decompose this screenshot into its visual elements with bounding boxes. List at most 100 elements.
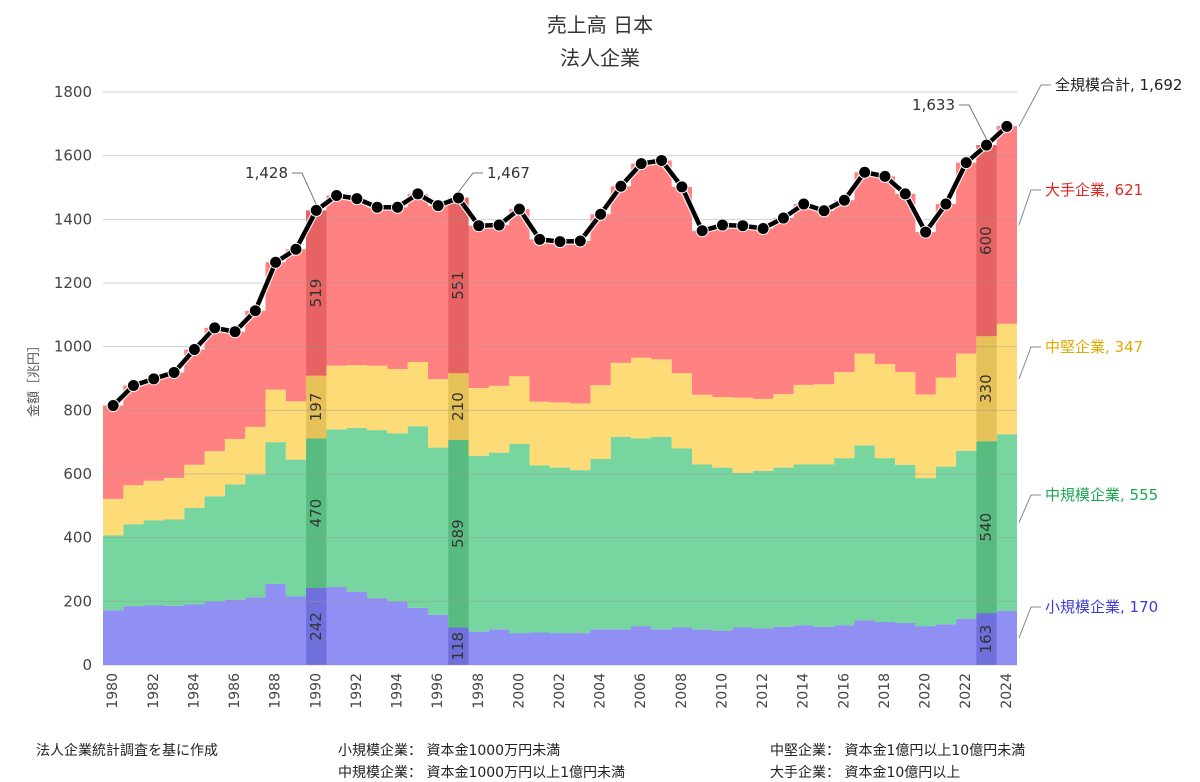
total-point-1986 bbox=[228, 325, 242, 339]
y-tick-1200: 1200 bbox=[54, 274, 92, 292]
total-point-2016 bbox=[837, 193, 851, 207]
data-label-1990-小規模企業: 242 bbox=[307, 612, 325, 641]
data-label-1997-中堅企業: 210 bbox=[449, 392, 467, 421]
grid-lines bbox=[103, 91, 1017, 666]
total-line-group bbox=[106, 119, 1014, 413]
end-leader-中規模企業 bbox=[1018, 494, 1041, 523]
source-note: 法人企業統計調査を基に作成 bbox=[36, 743, 218, 759]
highlight-bar-1990-中規模企業 bbox=[306, 438, 327, 588]
y-tick-1000: 1000 bbox=[54, 338, 92, 356]
total-point-2010 bbox=[715, 218, 729, 232]
highlight-bar-1997-中規模企業 bbox=[448, 439, 469, 628]
total-point-1997 bbox=[451, 191, 465, 205]
total-point-2012 bbox=[756, 222, 770, 236]
area-中規模企業 bbox=[103, 426, 1017, 634]
y-axis-label: 金額［兆円］ bbox=[26, 339, 42, 417]
y-tick-0: 0 bbox=[82, 656, 92, 674]
data-label-1997-大手企業: 551 bbox=[449, 271, 467, 300]
highlight-bar-1990-大手企業 bbox=[306, 210, 327, 376]
total-point-1996 bbox=[431, 199, 445, 213]
x-tick-2024: 2024 bbox=[999, 673, 1015, 709]
data-label-1997-小規模企業: 118 bbox=[449, 632, 467, 661]
total-point-1998 bbox=[472, 219, 486, 233]
end-label-小規模企業: 小規模企業, 170 bbox=[1045, 598, 1158, 616]
x-tick-1984: 1984 bbox=[186, 673, 202, 709]
end-label-中規模企業: 中規模企業, 555 bbox=[1045, 486, 1158, 504]
highlight-bar-1997-小規模企業 bbox=[448, 627, 469, 665]
x-tick-2018: 2018 bbox=[877, 673, 893, 709]
total-point-2009 bbox=[695, 224, 709, 238]
x-tick-1988: 1988 bbox=[268, 673, 284, 709]
total-point-2001 bbox=[533, 232, 547, 246]
annotation-leader-1997 bbox=[458, 172, 483, 193]
end-label-大手企業: 大手企業, 621 bbox=[1045, 181, 1143, 199]
total-point-1987 bbox=[248, 304, 262, 318]
x-tick-1998: 1998 bbox=[471, 673, 487, 709]
y-tick-600: 600 bbox=[63, 465, 92, 483]
definition-small: 小規模企業： 資本金1000万円未満 bbox=[338, 743, 561, 759]
definition-large: 大手企業： 資本金10億円以上 bbox=[770, 765, 961, 781]
x-tick-2012: 2012 bbox=[755, 673, 771, 709]
highlight-bar-1997-中堅企業 bbox=[448, 373, 469, 440]
total-point-1982 bbox=[147, 372, 161, 386]
total-point-1985 bbox=[208, 321, 222, 335]
x-tick-2016: 2016 bbox=[836, 673, 852, 709]
end-labels: 1,428 1,467 1,633 全規模合計, 1,692 大手企業, 621 中堅企業… bbox=[245, 76, 1182, 639]
total-point-1988 bbox=[269, 255, 283, 269]
highlight-bar-2023-中堅企業 bbox=[976, 336, 997, 442]
highlight-bar-2023-小規模企業 bbox=[976, 613, 997, 665]
x-tick-2008: 2008 bbox=[674, 673, 690, 709]
x-tick-2022: 2022 bbox=[958, 673, 974, 709]
axes: 0 200 400 600 800 1000 1200 1400 1600 1800 1980 198… bbox=[54, 83, 1015, 709]
x-tick-2004: 2004 bbox=[593, 673, 609, 709]
x-tick-1986: 1986 bbox=[227, 673, 243, 709]
total-point-2018 bbox=[878, 169, 892, 183]
x-tick-2000: 2000 bbox=[511, 673, 527, 709]
area-中堅企業 bbox=[103, 323, 1017, 536]
total-point-1983 bbox=[167, 365, 181, 379]
stacked-areas bbox=[103, 126, 1017, 665]
definition-medium: 中規模企業： 資本金1000万円以上1億円未満 bbox=[338, 765, 625, 781]
x-tick-2006: 2006 bbox=[633, 673, 649, 709]
total-point-2006 bbox=[634, 157, 648, 171]
y-tick-200: 200 bbox=[63, 592, 92, 610]
x-tick-1982: 1982 bbox=[146, 673, 162, 709]
x-tick-2002: 2002 bbox=[552, 673, 568, 709]
highlight-bar-1990-中堅企業 bbox=[306, 375, 327, 439]
highlight-bar-1990-小規模企業 bbox=[306, 587, 327, 665]
data-label-1990-大手企業: 519 bbox=[307, 279, 325, 308]
total-point-1991 bbox=[330, 188, 344, 202]
total-point-2013 bbox=[776, 211, 790, 225]
data-label-1997-中規模企業: 589 bbox=[449, 519, 467, 548]
total-point-2002 bbox=[553, 235, 567, 249]
end-leader-中堅企業 bbox=[1018, 346, 1041, 380]
total-point-1981 bbox=[126, 379, 140, 392]
end-leader-大手企業 bbox=[1018, 189, 1041, 226]
total-point-2015 bbox=[817, 204, 831, 218]
data-label-2023-中規模企業: 540 bbox=[977, 513, 995, 542]
highlight-bar-2023-中規模企業 bbox=[976, 441, 997, 614]
total-point-2007 bbox=[655, 153, 669, 167]
annotation-1997: 1,467 bbox=[487, 164, 530, 182]
area-小規模企業 bbox=[103, 583, 1017, 665]
y-tick-800: 800 bbox=[63, 401, 92, 419]
total-point-2022 bbox=[959, 156, 973, 170]
total-point-2004 bbox=[594, 207, 608, 221]
total-point-2017 bbox=[858, 165, 872, 179]
total-point-2021 bbox=[939, 197, 953, 211]
total-point-2020 bbox=[919, 225, 933, 239]
y-tick-1600: 1600 bbox=[54, 147, 92, 165]
data-label-2023-大手企業: 600 bbox=[977, 226, 995, 255]
total-point-2003 bbox=[573, 234, 587, 248]
x-tick-1990: 1990 bbox=[308, 673, 324, 709]
chart-title: 売上高 日本 bbox=[547, 13, 653, 37]
end-label-中堅企業: 中堅企業, 347 bbox=[1045, 338, 1143, 356]
total-point-2024 bbox=[1000, 119, 1014, 133]
total-point-1990 bbox=[309, 203, 323, 217]
x-tick-1980: 1980 bbox=[105, 673, 121, 709]
highlight-columns: 242 470 197 519 118 589 210 551 163 540 330 600 bbox=[306, 145, 997, 665]
total-point-2008 bbox=[675, 180, 689, 194]
x-tick-2010: 2010 bbox=[714, 673, 730, 709]
annotation-leader-1990 bbox=[292, 172, 317, 205]
